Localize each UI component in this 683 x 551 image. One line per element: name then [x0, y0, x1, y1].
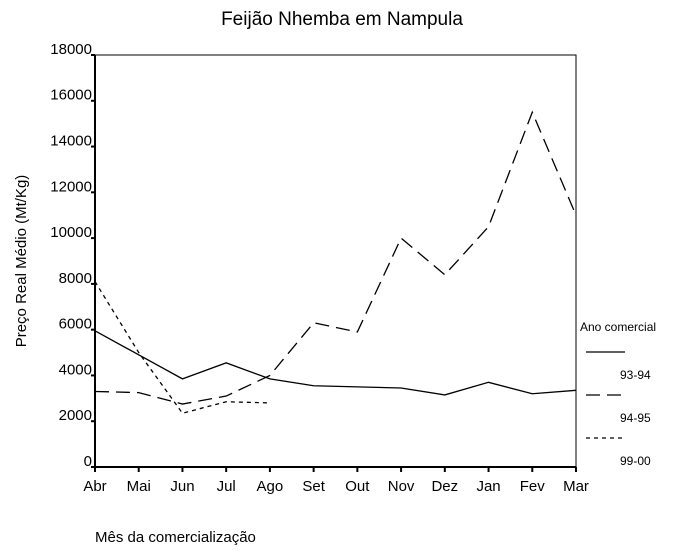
- legend-label: 94-95: [620, 411, 651, 425]
- x-tick-label: Mai: [127, 478, 151, 495]
- y-tick-label: 14000: [50, 133, 92, 150]
- plot-frame: [94, 54, 577, 468]
- x-tick-label: Abr: [83, 478, 106, 495]
- chart-title: Feijão Nhemba em Nampula: [221, 9, 463, 30]
- x-tick-label: Nov: [388, 478, 415, 495]
- y-tick-label: 16000: [50, 87, 92, 104]
- y-tick-label: 8000: [59, 270, 92, 287]
- legend-title: Ano comercial: [580, 320, 656, 334]
- x-axis-label: Mês da comercialização: [95, 529, 256, 546]
- y-tick-label: 4000: [59, 361, 92, 378]
- legend-label: 99-00: [620, 454, 651, 468]
- y-tick-label: 10000: [50, 224, 92, 241]
- x-tick-label: Mar: [563, 478, 589, 495]
- y-tick-label: 12000: [50, 178, 92, 195]
- series-line: [94, 110, 577, 405]
- x-tick-label: Set: [302, 478, 325, 495]
- legend-label: 93-94: [620, 368, 651, 382]
- y-tick-label: 2000: [59, 407, 92, 424]
- series-line: [94, 281, 270, 414]
- y-tick-label: 0: [84, 453, 92, 470]
- x-tick-label: Jan: [476, 478, 500, 495]
- x-tick-label: Jun: [170, 478, 194, 495]
- x-tick-label: Jul: [217, 478, 236, 495]
- series-line: [94, 330, 577, 396]
- x-tick-label: Out: [345, 478, 370, 495]
- y-tick-label: 18000: [50, 41, 92, 58]
- x-tick-label: Fev: [520, 478, 546, 495]
- y-tick-label: 6000: [59, 316, 92, 333]
- y-axis-label: Preço Real Médio (Mt/Kg): [13, 175, 30, 348]
- x-tick-label: Ago: [257, 478, 284, 495]
- x-tick-label: Dez: [431, 478, 458, 495]
